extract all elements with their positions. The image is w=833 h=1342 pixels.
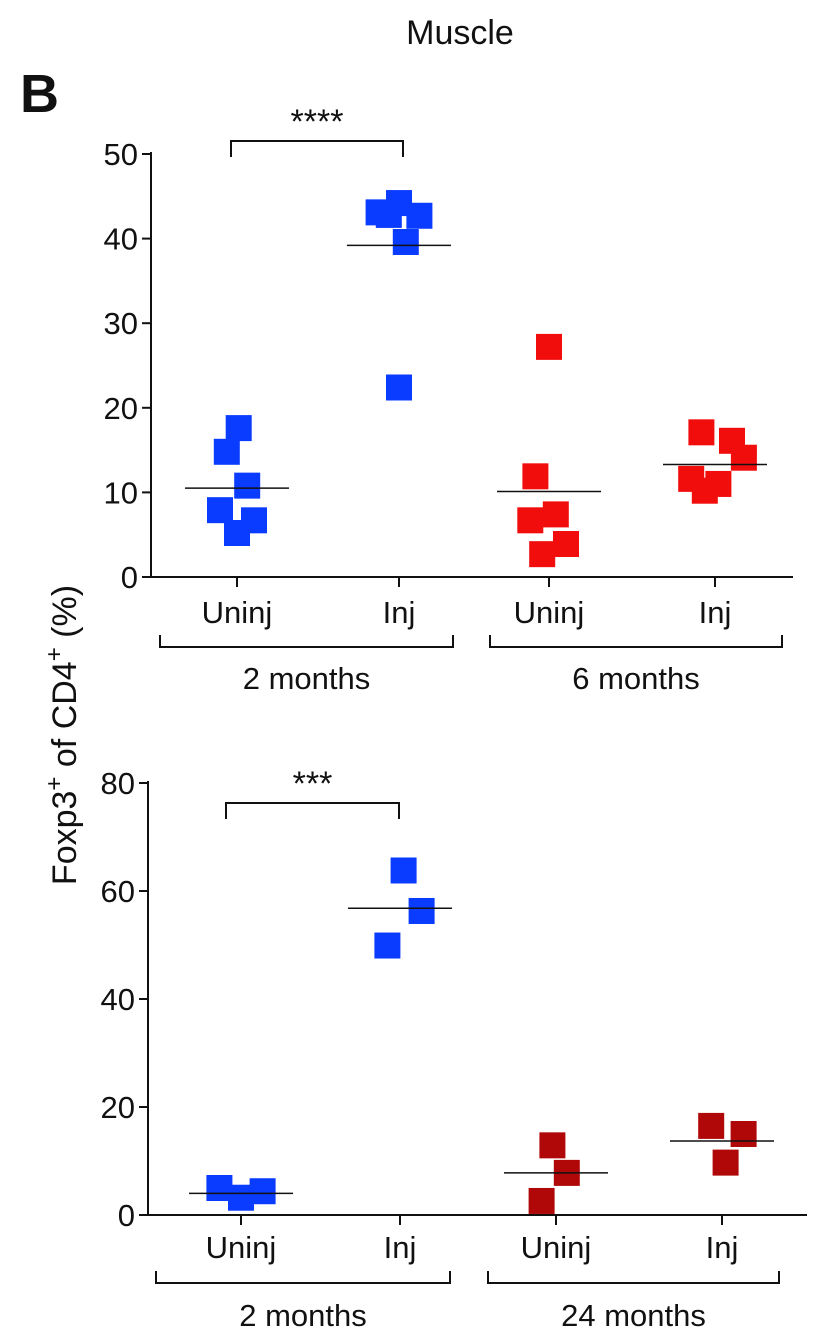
data-point (207, 497, 233, 524)
data-point (698, 1112, 725, 1139)
data-point (390, 857, 417, 884)
y-tick-label: 0 (118, 1198, 135, 1233)
x-category-label: Inj (706, 1230, 739, 1265)
y-tick-label: 80 (101, 766, 135, 801)
y-tick-label: 30 (104, 306, 138, 341)
group-bracket (155, 1271, 451, 1284)
y-axis-label-mid: of CD4 (46, 661, 84, 776)
group-label: 2 months (239, 1298, 367, 1333)
data-point (542, 501, 569, 528)
x-category-label: Inj (384, 1230, 417, 1265)
y-tick-label: 40 (101, 982, 135, 1017)
data-point (374, 932, 401, 959)
significance-bracket (225, 802, 400, 819)
data-point (234, 472, 261, 499)
y-axis-label-sup: + (41, 777, 68, 791)
y-tick-label: 20 (104, 391, 138, 426)
data-point (730, 444, 757, 471)
y-axis-label-sup2: + (41, 647, 68, 661)
top-panel: 0 10 20 30 40 50 Uninj Inj Uninj Inj 2 months 6 mon… (104, 103, 793, 696)
data-point (406, 202, 433, 229)
data-point (705, 470, 732, 497)
data-point (249, 1178, 276, 1205)
data-point (517, 507, 544, 534)
x-category-label: Inj (383, 595, 416, 630)
group-label: 24 months (561, 1298, 706, 1333)
data-point (408, 897, 435, 924)
y-tick-label: 20 (101, 1090, 135, 1125)
group-label: 6 months (572, 661, 700, 696)
data-point (730, 1121, 757, 1147)
y-tick-label: 50 (104, 137, 138, 172)
data-point (688, 419, 715, 446)
data-point (241, 507, 267, 534)
significance-bracket (230, 140, 404, 157)
bottom-panel: 0 20 40 60 80 Uninj Inj Uninj Inj 2 months 24 mont… (101, 765, 807, 1333)
data-point (522, 463, 549, 490)
data-point (392, 228, 419, 255)
data-point (539, 1132, 566, 1159)
data-point (536, 333, 562, 360)
group-bracket (159, 635, 454, 648)
x-category-label: Inj (699, 595, 732, 630)
y-axis-label-end: (%) (46, 585, 84, 647)
y-axis-label: Foxp3+ of CD4+ (%) (41, 585, 84, 885)
group-bracket (489, 635, 783, 648)
y-tick-label: 0 (121, 560, 138, 595)
data-point (528, 1187, 555, 1214)
x-category-label: Uninj (514, 595, 585, 630)
data-point (553, 531, 579, 558)
data-point (529, 541, 556, 568)
data-point (386, 374, 412, 401)
x-category-label: Uninj (202, 595, 273, 630)
significance-label: **** (291, 103, 344, 141)
data-point (213, 438, 240, 465)
y-axis-label-main: Foxp3 (46, 791, 84, 886)
data-point (225, 415, 252, 442)
y-tick-label: 60 (101, 874, 135, 909)
y-tick-label: 40 (104, 222, 138, 257)
group-label: 2 months (243, 661, 371, 696)
data-point (712, 1149, 739, 1176)
x-category-label: Uninj (206, 1230, 277, 1265)
group-bracket (487, 1271, 780, 1284)
panel-label: B (20, 64, 59, 124)
y-tick-label: 10 (104, 475, 138, 510)
x-category-label: Uninj (521, 1230, 592, 1265)
significance-label: *** (293, 765, 333, 803)
figure-title: Muscle (406, 14, 514, 52)
